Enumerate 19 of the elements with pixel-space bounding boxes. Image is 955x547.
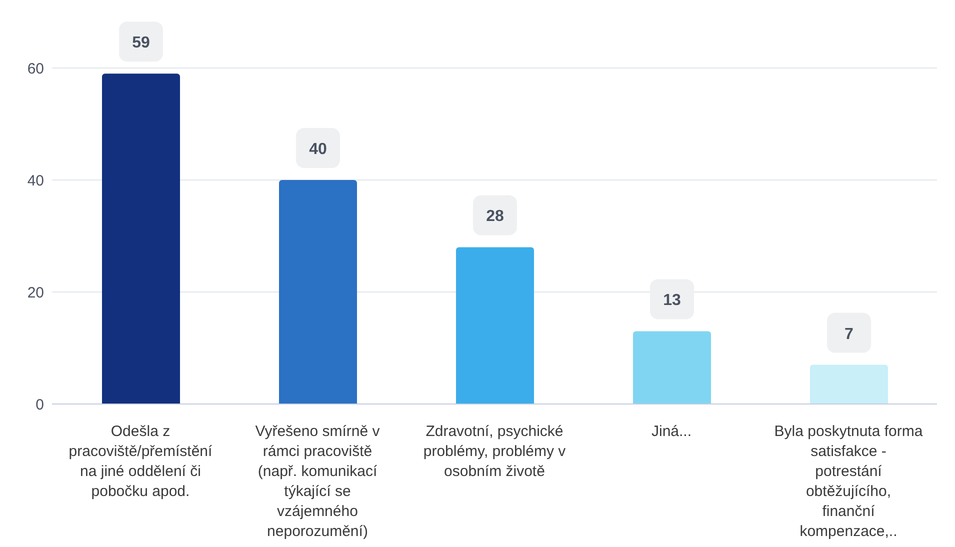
y-tick-label: 20 [27, 284, 44, 302]
data-label: 13 [663, 292, 681, 310]
bar [102, 74, 180, 404]
bar [456, 247, 534, 404]
bar [633, 331, 711, 404]
x-tick-label: Odešla z pracoviště/přemístění na jiné oddělení či pobočku apod. [68, 423, 214, 500]
x-tick-label: Vyřešeno smírně v rámci pracoviště (např. komunikací týkající se vzájemného neporozumění) [255, 423, 380, 540]
y-tick-label: 40 [27, 172, 44, 190]
data-label: 7 [844, 326, 854, 343]
data-label: 40 [309, 141, 327, 158]
bar [279, 180, 357, 404]
y-tick-label: 60 [27, 60, 44, 78]
bar [810, 364, 888, 404]
data-label: 59 [132, 34, 150, 52]
x-tick-label: Byla poskytnuta forma satisfakce - potrestání obtěžujícího, finanční kompenzace,.. [774, 423, 924, 540]
x-tick-label: Zdravotní, psychické problémy, problémy v osobním životě [423, 423, 566, 480]
x-tick-label: Jiná... [651, 423, 692, 440]
y-tick-label: 0 [36, 396, 44, 414]
data-label: 28 [486, 208, 504, 226]
